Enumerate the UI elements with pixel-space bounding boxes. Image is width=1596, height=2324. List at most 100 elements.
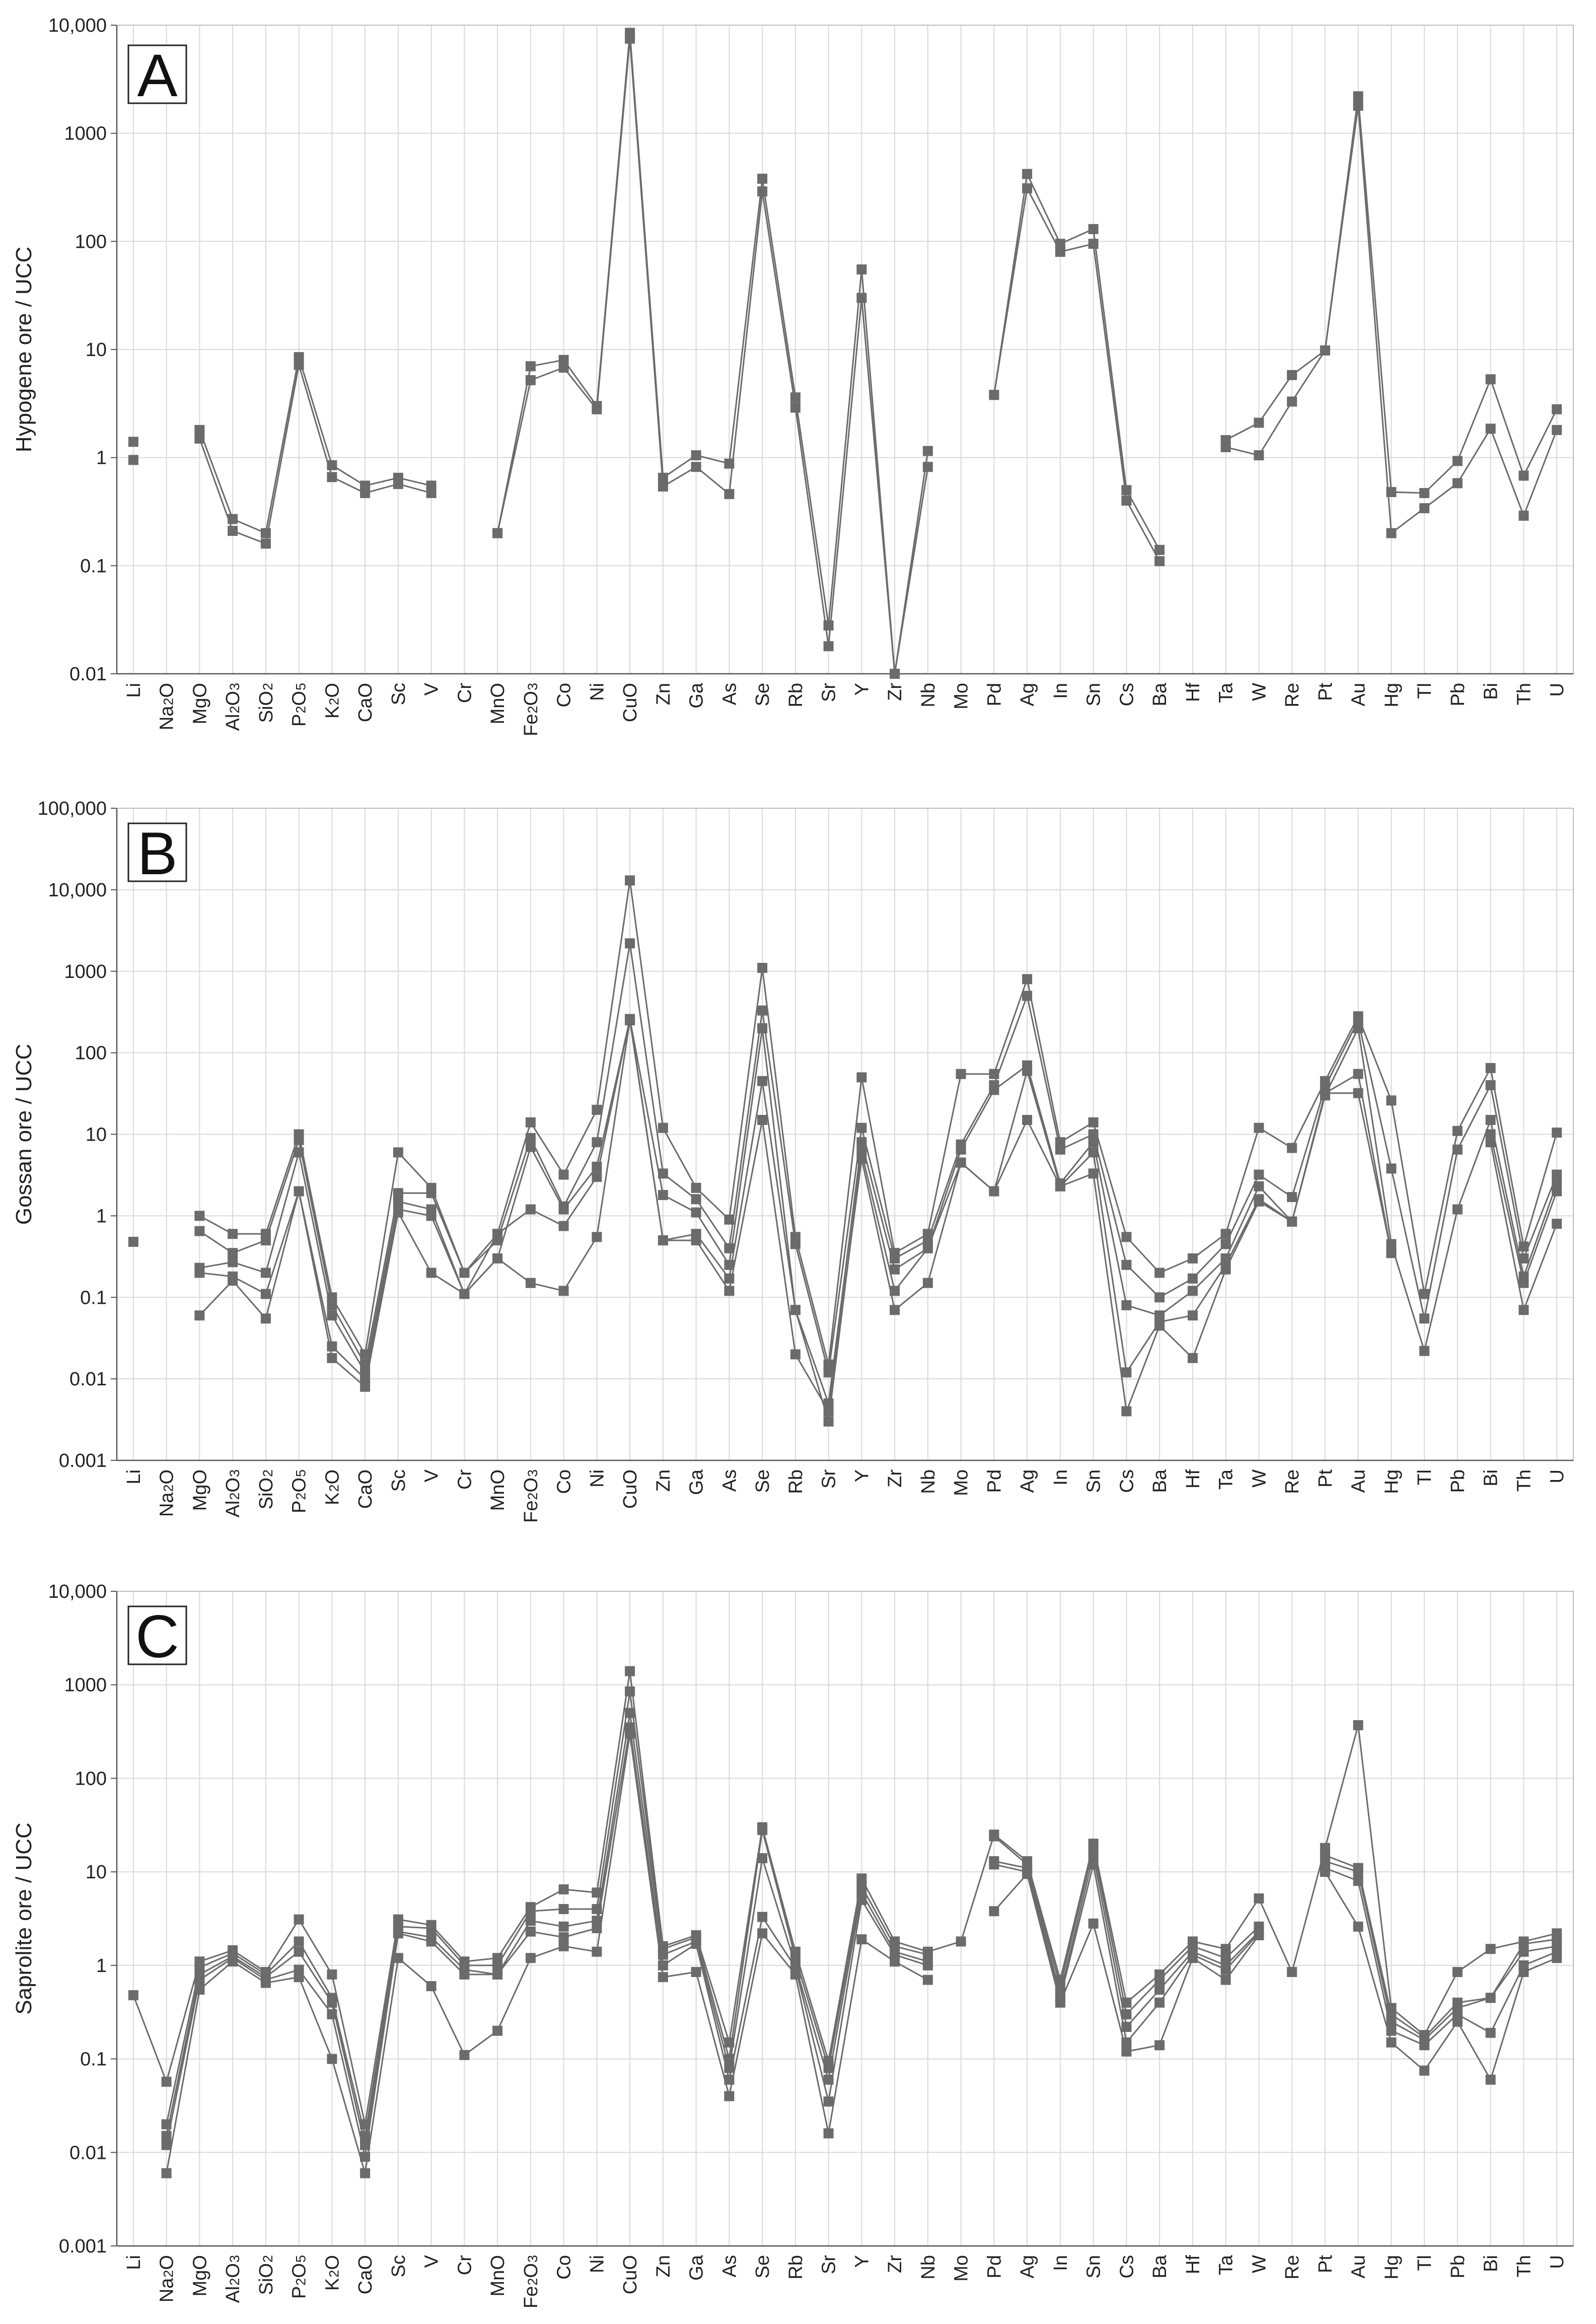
data-point-p2o5 <box>294 1186 304 1196</box>
data-point-v <box>426 1923 437 1933</box>
x-tick-label-in: In <box>1050 683 1071 699</box>
data-point-sio2 <box>260 1235 271 1246</box>
data-point-mgo <box>194 1211 205 1221</box>
data-point-nb <box>922 1960 933 1970</box>
x-tick-label-rb: Rb <box>785 2255 807 2280</box>
data-point-v <box>426 1936 437 1947</box>
x-tick-label-ni: Ni <box>587 683 608 701</box>
data-point-al2o3 <box>228 1229 238 1239</box>
data-point-p2o5 <box>294 352 304 363</box>
y-axis-title: Gossan ore / UCC <box>12 1044 36 1225</box>
x-tick-label-pb: Pb <box>1447 683 1469 706</box>
data-point-cs <box>1121 2046 1132 2057</box>
x-tick-label-al2o3: Al2O3 <box>223 683 244 731</box>
data-point-sio2 <box>260 1978 271 1988</box>
x-tick-label-hf: Hf <box>1183 1469 1204 1489</box>
x-tick-label-mno: MnO <box>487 683 509 724</box>
data-point-zr <box>890 1305 900 1315</box>
x-tick-label-w: W <box>1249 1469 1270 1488</box>
data-point-co <box>558 1932 569 1942</box>
x-tick-label-sn: Sn <box>1083 683 1105 706</box>
x-tick-label-cs: Cs <box>1116 683 1137 706</box>
x-tick-label-re: Re <box>1282 1469 1303 1494</box>
series-line-segment <box>1325 1867 1557 2046</box>
data-point-cr <box>459 1289 470 1299</box>
data-point-th <box>1518 1253 1529 1263</box>
x-tick-label-cr: Cr <box>454 1469 475 1490</box>
series-sample-1 <box>128 875 1562 1370</box>
series-line-segment <box>132 1670 1557 2125</box>
data-point-mno <box>492 2025 503 2036</box>
data-point-mgo <box>194 1267 205 1278</box>
data-point-cao <box>360 488 371 499</box>
data-point-se <box>757 1005 768 1016</box>
panel-letter-box <box>127 1605 187 1665</box>
x-tick-label-co: Co <box>554 2255 575 2280</box>
x-tick-label-v: V <box>421 1469 443 1482</box>
data-point-th <box>1518 1939 1529 1949</box>
data-point-ta <box>1220 1975 1231 1985</box>
data-point-fe2o3 <box>525 1926 536 1937</box>
data-point-y <box>856 1873 867 1884</box>
data-point-rb <box>790 1239 801 1249</box>
data-point-bi <box>1485 1129 1496 1140</box>
data-point-mgo <box>194 1310 205 1321</box>
data-point-sn <box>1088 1129 1099 1140</box>
data-point-mgo <box>194 425 205 435</box>
data-point-ag <box>1022 974 1033 984</box>
data-point-fe2o3 <box>525 1142 536 1152</box>
x-tick-label-pb: Pb <box>1447 2255 1469 2278</box>
data-point-ga <box>691 1194 701 1205</box>
x-tick-label-cuo: CuO <box>620 1469 641 1509</box>
series-line-segment <box>166 1712 928 2146</box>
series-line-segment <box>199 879 1558 1366</box>
data-point-au <box>1353 1069 1363 1079</box>
x-tick-label-pb: Pb <box>1447 1469 1469 1493</box>
y-tick-label: 0.001 <box>59 2236 107 2257</box>
data-point-cr <box>459 2050 470 2060</box>
x-tick-label-sc: Sc <box>388 683 409 705</box>
x-tick-label-sr: Sr <box>819 1469 840 1489</box>
data-point-sr <box>823 1367 834 1378</box>
y-axis-title: Saprolite ore / UCC <box>12 1822 36 2014</box>
x-tick-label-hf: Hf <box>1183 683 1204 702</box>
data-point-nb <box>922 1243 933 1253</box>
data-point-sn <box>1088 1859 1099 1870</box>
series-sample-2 <box>194 938 1562 1378</box>
data-point-se <box>757 1076 768 1086</box>
data-point-in <box>1055 247 1065 257</box>
data-point-ga <box>691 1939 701 1949</box>
data-point-tl <box>1419 1313 1430 1324</box>
data-point-cs <box>1121 1367 1132 1378</box>
series-line-segment <box>199 1018 1558 1404</box>
data-point-hg <box>1386 1095 1397 1106</box>
data-point-zr <box>890 1264 900 1275</box>
x-tick-label-ta: Ta <box>1216 682 1237 703</box>
data-point-as <box>724 1286 735 1296</box>
series-sample-1 <box>128 1666 1562 2130</box>
data-point-re <box>1287 370 1297 380</box>
y-tick-label: 100,000 <box>38 798 107 819</box>
panel-a-hypogene: 0.01 0.1 1 10 100 1000 10,000 Li Na2O MgO Al2O3 SiO… <box>12 15 1574 736</box>
data-point-p2o5 <box>294 1946 304 1957</box>
data-point-ga <box>691 1207 701 1218</box>
data-point-pt <box>1320 345 1330 356</box>
data-point-mo <box>956 1936 966 1947</box>
data-point-cs <box>1121 485 1132 496</box>
y-tick-label: 0.01 <box>69 1369 107 1390</box>
data-point-v <box>426 1188 437 1199</box>
data-point-th <box>1518 511 1529 521</box>
data-point-co <box>558 355 569 365</box>
x-tick-label-na2o: Na2O <box>157 683 178 730</box>
data-point-p2o5 <box>294 360 304 370</box>
data-point-mgo <box>194 433 205 444</box>
x-tick-label-au: Au <box>1348 683 1369 706</box>
data-point-fe2o3 <box>525 1117 536 1128</box>
y-tick-label: 100 <box>75 231 107 252</box>
x-tick-label-ta: Ta <box>1216 1469 1237 1490</box>
data-point-ta <box>1220 1229 1231 1239</box>
data-point-v <box>426 488 437 499</box>
data-point-se <box>757 1912 768 1922</box>
data-point-ag <box>1022 991 1033 1001</box>
data-point-p2o5 <box>294 1914 304 1925</box>
